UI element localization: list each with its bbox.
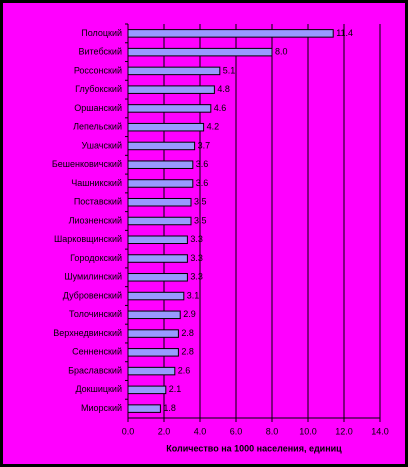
y-tick-label: Шумилинский (64, 272, 122, 282)
value-label: 4.2 (207, 122, 220, 132)
bar (127, 104, 212, 113)
value-label: 2.9 (183, 309, 196, 319)
y-tick-label: Чашникский (71, 178, 122, 188)
y-tick-label: Шарковщинский (54, 234, 122, 244)
bar (127, 329, 179, 338)
y-tick-label: Миорский (81, 403, 122, 413)
value-label: 2.8 (181, 328, 194, 338)
y-tick-label: Бешенковичский (52, 159, 122, 169)
bar (127, 216, 192, 226)
y-tick-label: Толочинский (69, 309, 122, 319)
y-tick-label: Дубровенский (63, 290, 122, 300)
value-label: 11.4 (336, 28, 353, 38)
x-tick-label: 6.0 (230, 426, 243, 436)
value-label: 3.5 (194, 215, 207, 225)
x-tick-label: 10.0 (299, 426, 317, 436)
y-tick-label: Ушачский (81, 140, 122, 150)
value-label: 4.8 (217, 84, 230, 94)
value-label: 4.6 (214, 103, 227, 113)
value-label: 3.3 (190, 253, 203, 263)
bar (127, 122, 205, 132)
y-tick-label: Лепельский (73, 122, 122, 132)
y-tick-label: Докшицкий (75, 384, 122, 394)
bar (127, 29, 334, 38)
value-label: 3.3 (190, 234, 203, 244)
bar (127, 47, 273, 57)
value-label: 3.6 (196, 178, 209, 188)
value-label: 2.1 (169, 384, 182, 394)
value-label: 2.6 (178, 365, 191, 375)
value-label: 3.7 (198, 140, 211, 150)
value-label: 3.1 (187, 290, 200, 300)
y-tick-label: Витебский (78, 47, 122, 57)
bar (127, 197, 192, 207)
bar (127, 404, 161, 413)
x-tick-label: 12.0 (335, 426, 353, 436)
bar (127, 291, 185, 301)
value-label: 3.3 (190, 272, 203, 282)
x-tick-label: 0.0 (122, 426, 135, 436)
bar (127, 179, 194, 188)
y-tick-label: Браславский (68, 365, 122, 375)
bar (127, 66, 221, 76)
value-label: 3.5 (194, 197, 207, 207)
y-tick-label: Глубокский (75, 84, 122, 94)
y-tick-label: Городокский (70, 253, 122, 263)
y-tick-label: Россонский (74, 65, 122, 75)
bar (127, 141, 196, 151)
y-tick-label: Сенненский (72, 347, 122, 357)
value-label: 3.6 (196, 159, 209, 169)
y-tick-label: Полоцкий (81, 28, 122, 38)
bar (127, 348, 179, 357)
x-axis-label: Количество на 1000 населения, единиц (166, 443, 342, 453)
bar (127, 254, 188, 263)
y-tick-label: Верхнедвинский (53, 328, 122, 338)
value-label: 8.0 (275, 47, 288, 57)
bar (127, 385, 167, 395)
y-tick-label: Оршанский (74, 103, 122, 113)
bar (127, 85, 215, 94)
bar (127, 160, 194, 169)
y-tick-label: Поставский (74, 197, 122, 207)
bar (127, 310, 181, 320)
bar (127, 366, 176, 376)
value-label: 5.1 (223, 65, 236, 75)
x-tick-label: 2.0 (158, 426, 171, 436)
x-tick-label: 8.0 (266, 426, 279, 436)
bar (127, 273, 188, 282)
value-label: 2.8 (181, 347, 194, 357)
bar (127, 235, 188, 245)
x-tick-label: 14.0 (371, 426, 389, 436)
y-tick-label: Лиозненский (69, 215, 122, 225)
x-tick-label: 4.0 (194, 426, 207, 436)
value-label: 1.8 (163, 403, 176, 413)
